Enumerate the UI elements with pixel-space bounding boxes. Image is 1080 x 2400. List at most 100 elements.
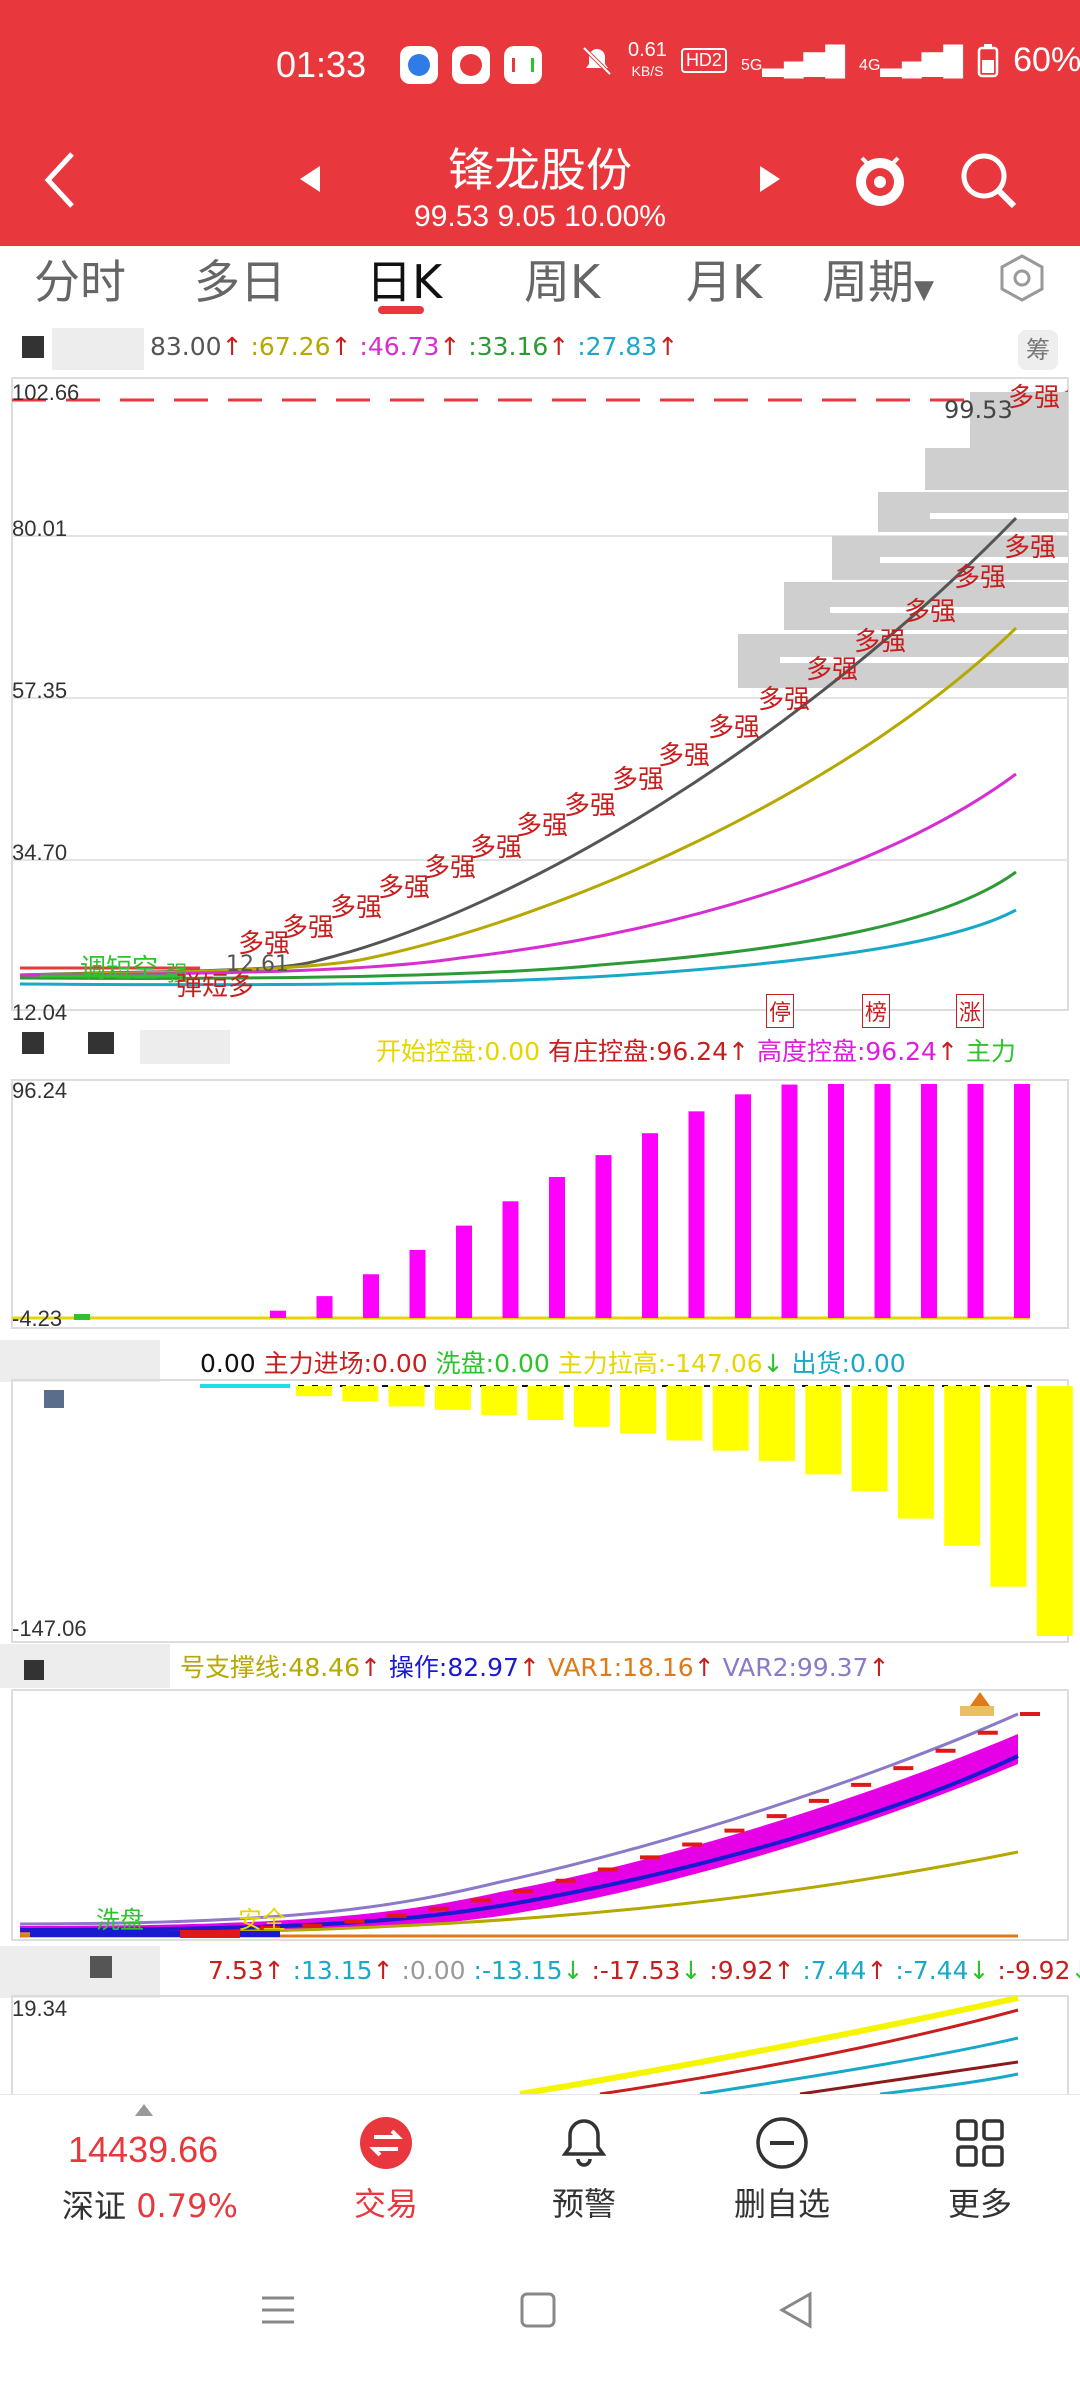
- home-icon[interactable]: [518, 2290, 558, 2330]
- signal-4g: 4G▂▄▆█: [859, 45, 964, 76]
- index-info[interactable]: 深证 0.79%: [62, 2187, 238, 2225]
- control-bar: [1014, 1084, 1030, 1318]
- control-bar: [456, 1225, 472, 1318]
- signal-label: 多强: [282, 913, 334, 943]
- control-bar: [874, 1084, 891, 1318]
- indicator-name-blur: [0, 1340, 160, 1382]
- panel-marker: [44, 1390, 64, 1408]
- flow-bar: [851, 1386, 888, 1492]
- control-bar: [409, 1249, 426, 1318]
- menu-icon[interactable]: [258, 2290, 298, 2330]
- flow-bar: [481, 1386, 518, 1415]
- tab-rik[interactable]: 日K: [366, 255, 443, 309]
- signal-5g: 5G▂▄▆█: [740, 45, 846, 76]
- signal-label: 多强: [658, 741, 710, 771]
- signal-label: 多强: [470, 833, 522, 863]
- net-speed: 0.61 KB/S: [628, 39, 667, 79]
- main-kline-panel[interactable]: 83.00↑ :67.26↑ :46.73↑ :33.16↑ :27.83↑ 筹: [0, 320, 1080, 1028]
- video-app-icon: [452, 46, 490, 84]
- back-nav-icon[interactable]: [776, 2290, 816, 2330]
- active-tab-indicator: [378, 306, 424, 314]
- flow-bar: [759, 1386, 795, 1461]
- control-bar: [316, 1296, 333, 1318]
- stock-title: 锋龙股份: [448, 143, 632, 197]
- tab-duori[interactable]: 多日: [194, 255, 286, 309]
- control-panel[interactable]: 开始控盘:0.00 有庄控盘:96.24↑ 高度控盘:96.24↑ 主力 96.…: [0, 1022, 1080, 1332]
- back-icon[interactable]: [40, 150, 80, 210]
- nav-trade[interactable]: 交易: [326, 2115, 446, 2225]
- control-bar: [967, 1084, 984, 1318]
- control-bar: [921, 1084, 937, 1318]
- annotation-strong-small: 强: [166, 962, 189, 987]
- bottom-y-top: 19.34: [12, 1996, 68, 2021]
- control-bar: [270, 1310, 286, 1318]
- nav-alert-label: 预警: [551, 2185, 616, 2223]
- indicator-name-blur: [0, 1946, 160, 1998]
- notification-icons: [400, 46, 542, 84]
- bell-icon: [561, 2119, 607, 2167]
- wash-label: 洗盘: [96, 1906, 144, 1934]
- capital-flow-panel[interactable]: 0.00 主力进场:0.00 洗盘:0.00 主力拉高:-147.06↓ 出货:…: [0, 1334, 1080, 1644]
- nav-alert[interactable]: 预警: [524, 2115, 644, 2225]
- signal-label: 多强: [516, 811, 568, 841]
- index-value[interactable]: 14439.66: [68, 2129, 219, 2170]
- badge-limit-up[interactable]: 涨: [956, 994, 985, 1028]
- safe-label: 安全: [238, 1906, 286, 1934]
- mute-icon: [582, 46, 612, 75]
- nav-remove-label: 删自选: [733, 2185, 830, 2223]
- flow-bar: [990, 1386, 1027, 1587]
- flow-y-bottom: -147.06: [12, 1616, 87, 1641]
- signal-label: 多强: [612, 765, 664, 795]
- signal-label: 多强: [378, 873, 430, 903]
- status-time: 01:33: [276, 44, 367, 85]
- bottom-indicator-panel[interactable]: 7.53↑ :13.15↑ :0.00 :-13.15↓ :-17.53↓ :9…: [0, 1946, 1080, 2094]
- next-stock-icon[interactable]: [758, 164, 782, 194]
- y-axis-4: 34.70: [12, 840, 68, 865]
- prev-stock-icon[interactable]: [298, 164, 322, 194]
- chevron-down-icon: ▼: [914, 275, 934, 305]
- badge-stop[interactable]: 停: [766, 994, 795, 1028]
- signal-label: 多强: [330, 893, 382, 923]
- y-axis-bottom: 12.04: [12, 1000, 68, 1025]
- panel-marker: [22, 336, 44, 358]
- nav-more[interactable]: 更多: [920, 2115, 1040, 2225]
- tab-fenshi[interactable]: 分时: [34, 255, 126, 309]
- app-notification-icon: [400, 46, 438, 84]
- support-legend: 号支撑线:48.46↑ 操作:82.97↑ VAR1:18.16↑ VAR2:9…: [180, 1653, 890, 1682]
- control-bar: [363, 1274, 379, 1318]
- indicator-name-blur: [140, 1030, 230, 1064]
- mascot-icon[interactable]: [848, 146, 912, 210]
- panel-marker: [90, 1956, 112, 1978]
- chip-button[interactable]: 筹: [1018, 330, 1058, 370]
- control-bar: [549, 1176, 565, 1318]
- control-bar: [595, 1155, 612, 1318]
- nav-more-label: 更多: [947, 2185, 1012, 2223]
- y-axis-top: 102.66: [12, 380, 80, 405]
- tab-yuek[interactable]: 月K: [686, 255, 763, 309]
- tab-zhouk[interactable]: 周K: [524, 255, 601, 309]
- flow-bar: [527, 1386, 564, 1420]
- flow-bar: [388, 1386, 425, 1407]
- panel-marker: [24, 1660, 44, 1680]
- tab-zhouqi[interactable]: 周期▼: [822, 255, 934, 309]
- nav-remove-watchlist[interactable]: 删自选: [722, 2115, 842, 2225]
- grid-icon: [956, 2119, 1004, 2167]
- price-tag: 99.53: [944, 396, 1013, 424]
- settings-hexagon-icon[interactable]: [996, 252, 1048, 304]
- flow-bar: [1036, 1386, 1073, 1636]
- control-y-top: 96.24: [12, 1078, 68, 1103]
- flow-bar: [805, 1386, 842, 1475]
- signal-label: 多强: [708, 713, 760, 743]
- signal-label: 多强: [238, 929, 290, 959]
- panel-marker: [22, 1032, 44, 1054]
- signal-label: 多强: [1004, 533, 1056, 563]
- control-bar: [502, 1201, 519, 1318]
- search-icon[interactable]: [956, 148, 1020, 212]
- expand-up-icon[interactable]: [134, 2103, 154, 2117]
- hd-badge: HD2: [680, 48, 727, 73]
- badge-rank[interactable]: 榜: [862, 994, 891, 1028]
- support-line-panel[interactable]: 号支撑线:48.46↑ 操作:82.97↑ VAR1:18.16↑ VAR2:9…: [0, 1644, 1080, 1944]
- bottom-line-chart: [11, 1995, 1069, 2094]
- trade-icon: [360, 2117, 412, 2169]
